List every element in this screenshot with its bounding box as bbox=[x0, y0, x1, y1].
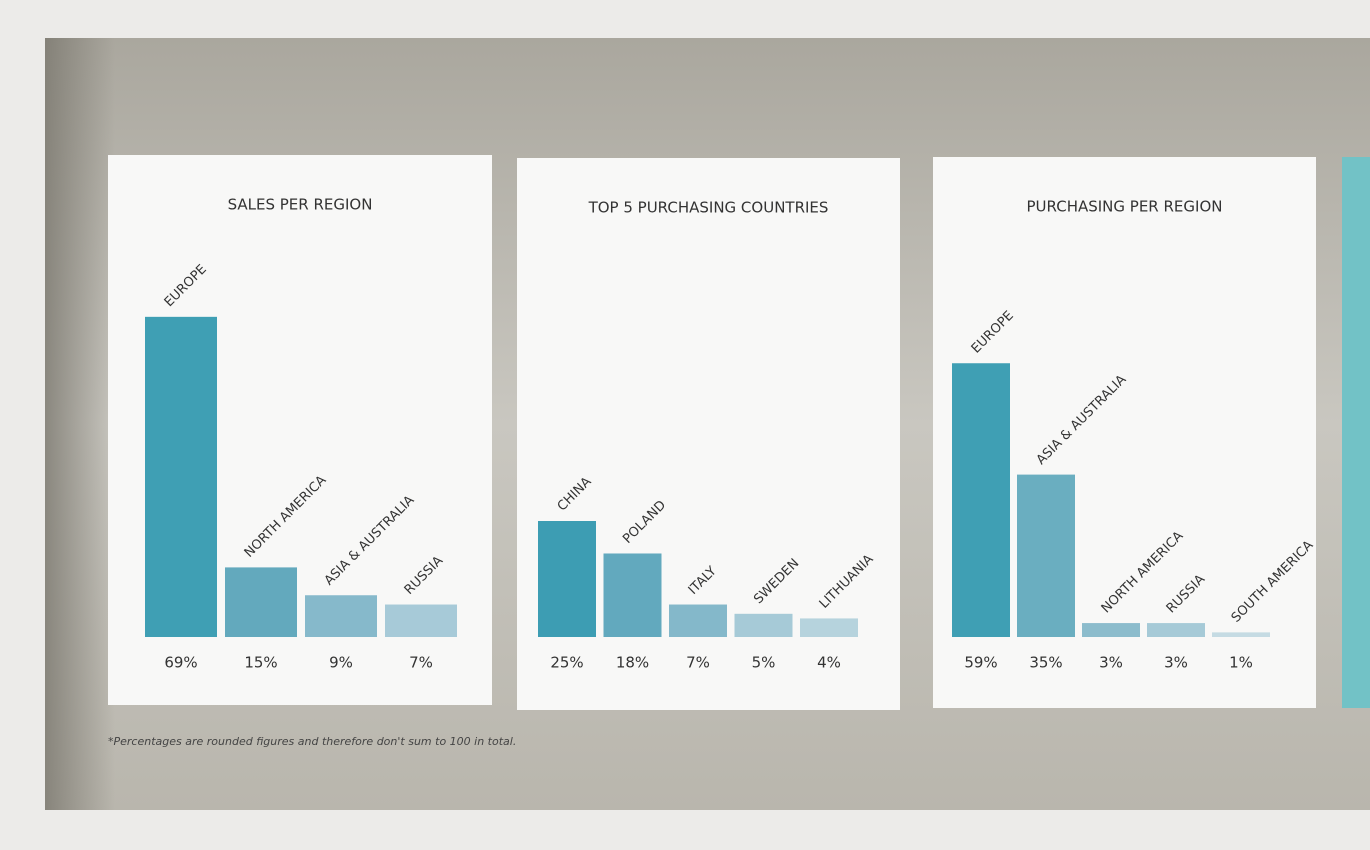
footnote: *Percentages are rounded figures and the… bbox=[108, 735, 516, 748]
chart-title: TOP 5 PURCHASING COUNTRIES bbox=[588, 199, 829, 217]
bar bbox=[800, 618, 858, 637]
bar bbox=[734, 613, 793, 637]
chart-title: PURCHASING PER REGION bbox=[1027, 198, 1223, 216]
value-label: 35% bbox=[1029, 654, 1062, 672]
bar bbox=[305, 595, 377, 637]
value-label: 3% bbox=[1099, 654, 1123, 672]
value-label: 69% bbox=[164, 654, 197, 672]
next-card bbox=[1342, 157, 1370, 708]
value-label: 7% bbox=[409, 654, 433, 672]
bar bbox=[145, 316, 217, 637]
bar bbox=[538, 521, 596, 637]
value-label: 9% bbox=[329, 654, 353, 672]
bar bbox=[1082, 623, 1140, 637]
chart-title: SALES PER REGION bbox=[228, 196, 373, 214]
value-label: 4% bbox=[817, 654, 841, 672]
bar bbox=[1017, 474, 1075, 637]
bar bbox=[225, 567, 297, 637]
value-label: 7% bbox=[686, 654, 710, 672]
value-label: 3% bbox=[1164, 654, 1188, 672]
bar bbox=[669, 604, 727, 637]
value-label: 59% bbox=[964, 654, 997, 672]
value-label: 1% bbox=[1229, 654, 1253, 672]
bar bbox=[603, 553, 662, 637]
bar bbox=[385, 604, 457, 637]
bar bbox=[1212, 632, 1270, 637]
shadow bbox=[45, 38, 115, 810]
bar bbox=[1147, 623, 1205, 637]
value-label: 18% bbox=[616, 654, 649, 672]
value-label: 15% bbox=[244, 654, 277, 672]
value-label: 5% bbox=[752, 654, 776, 672]
bar bbox=[952, 363, 1010, 637]
value-label: 25% bbox=[550, 654, 583, 672]
